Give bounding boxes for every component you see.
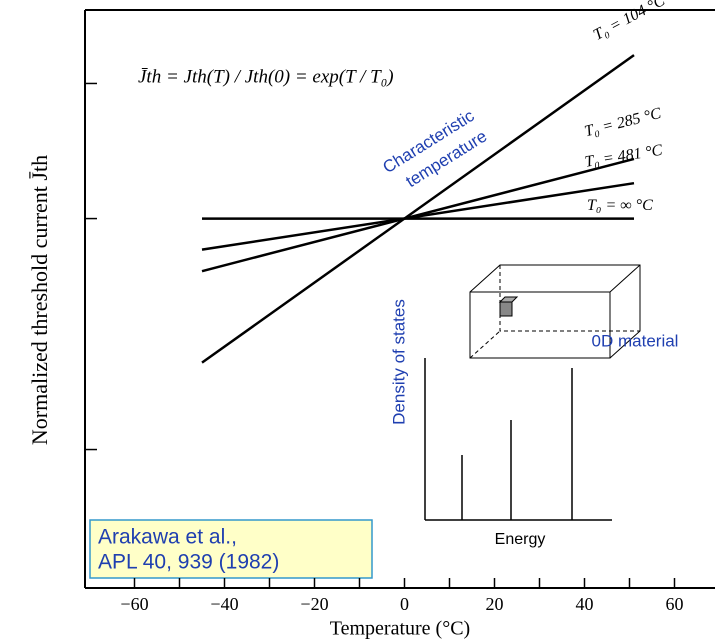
series-label: T₀ = 104 °C bbox=[591, 0, 668, 44]
x-tick-label: 60 bbox=[666, 594, 684, 614]
series-label: T₀ = 481 °C bbox=[584, 142, 664, 171]
series-label: T₀ = ∞ °C bbox=[587, 197, 653, 214]
inset-box bbox=[469, 264, 641, 359]
x-tick-label: −60 bbox=[120, 594, 148, 614]
equation: J̄th = Jth(T) / Jth(0) = exp(T / T₀) bbox=[138, 66, 394, 87]
dos-plot bbox=[424, 358, 612, 521]
y-axis-label: Normalized threshold current J̄th bbox=[27, 155, 52, 445]
citation-box bbox=[89, 519, 373, 579]
x-tick-label: 20 bbox=[486, 594, 504, 614]
x-axis-label: Temperature (°C) bbox=[330, 618, 470, 640]
citation: Arakawa et al., bbox=[98, 526, 237, 549]
inset-y-label: Density of states bbox=[389, 299, 408, 425]
inset-x-label: Energy bbox=[495, 531, 546, 548]
x-tick-label: −40 bbox=[210, 594, 238, 614]
x-tick-label: 40 bbox=[576, 594, 594, 614]
citation: APL 40, 939 (1982) bbox=[98, 551, 279, 574]
inset-material: 0D material bbox=[592, 331, 679, 350]
x-tick-label: −20 bbox=[300, 594, 328, 614]
series-label: T₀ = 285 °C bbox=[583, 105, 663, 141]
x-tick-label: 0 bbox=[400, 594, 409, 614]
series-line bbox=[201, 181, 635, 251]
series-line bbox=[201, 54, 635, 364]
series-line bbox=[201, 157, 635, 273]
